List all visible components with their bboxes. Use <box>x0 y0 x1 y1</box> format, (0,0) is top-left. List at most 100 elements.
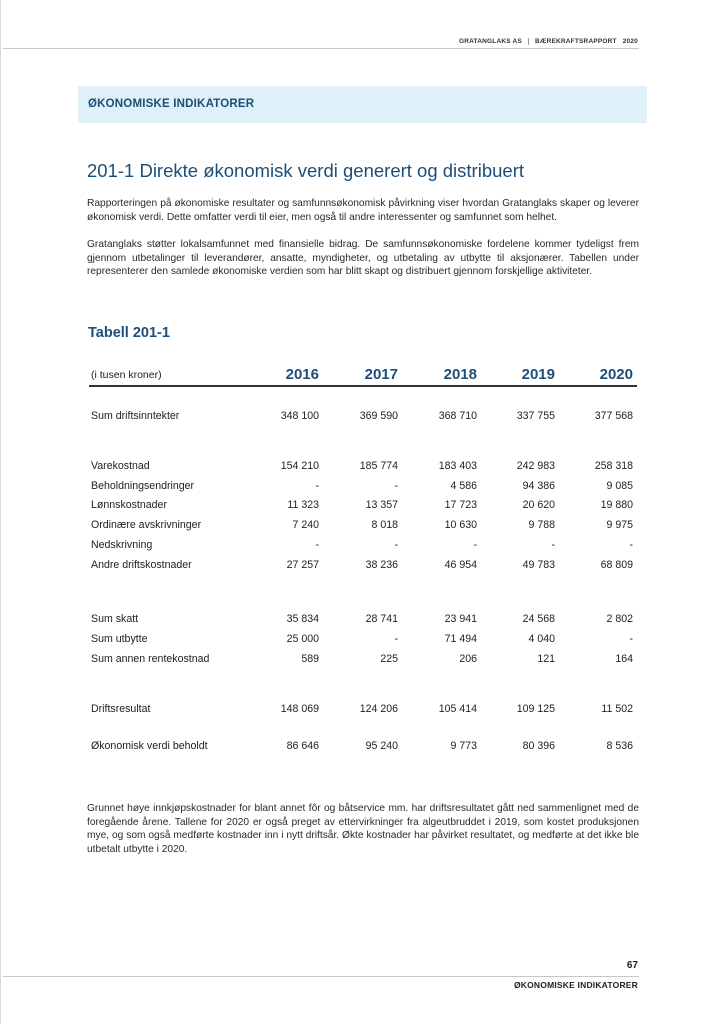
cell-value: 4 040 <box>528 633 555 645</box>
table-row: Sum utbytte 25 000 - 71 494 4 040 - <box>89 633 637 649</box>
year-header-2017: 2017 <box>364 366 398 383</box>
cell-value: 185 774 <box>359 460 398 472</box>
cell-value: 183 403 <box>438 460 477 472</box>
table-title: Tabell 201-1 <box>88 325 170 341</box>
cell-value: - <box>629 539 633 551</box>
cell-value: 369 590 <box>359 410 398 422</box>
table-row: Økonomisk verdi beholdt 86 646 95 240 9 … <box>89 740 637 756</box>
cell-value: 20 620 <box>522 499 555 511</box>
cell-value: - <box>394 480 398 492</box>
cell-value: - <box>315 480 319 492</box>
cell-value: 24 568 <box>522 613 555 625</box>
cell-value: 80 396 <box>522 740 555 752</box>
cell-value: 35 834 <box>286 613 319 625</box>
cell-value: 27 257 <box>286 559 319 571</box>
table-row: Andre driftskostnader 27 257 38 236 46 9… <box>89 559 637 575</box>
footer-section-label: ØKONOMISKE INDIKATORER <box>513 980 638 990</box>
cell-value: 25 000 <box>286 633 319 645</box>
cell-value: 9 773 <box>450 740 477 752</box>
row-label: Sum annen rentekostnad <box>91 653 210 665</box>
row-label: Ordinære avskrivninger <box>91 519 202 531</box>
table-row: Driftsresultat 148 069 124 206 105 414 1… <box>89 703 637 719</box>
cell-value: 68 809 <box>600 559 633 571</box>
running-header: GRATANGLAKS AS BÆREKRAFTSRAPPORT 2020 <box>453 38 638 45</box>
table-row: Lønnskostnader 11 323 13 357 17 723 20 6… <box>89 499 637 515</box>
cell-value: 9 085 <box>606 480 633 492</box>
cell-value: 46 954 <box>444 559 477 571</box>
cell-value: 71 494 <box>444 633 477 645</box>
year-header-2020: 2020 <box>599 366 633 383</box>
cell-value: 8 536 <box>606 740 633 752</box>
cell-value: 8 018 <box>371 519 398 531</box>
cell-value: 10 630 <box>444 519 477 531</box>
table-row: Beholdningsendringer - - 4 586 94 386 9 … <box>89 480 637 496</box>
cell-value: 348 100 <box>280 410 319 422</box>
row-label: Sum skatt <box>91 613 139 625</box>
cell-value: - <box>394 539 398 551</box>
row-label: Varekostnad <box>91 460 150 472</box>
cell-value: 164 <box>615 653 633 665</box>
footer-rule <box>3 976 639 977</box>
cell-value: 154 210 <box>280 460 319 472</box>
table-row: Sum skatt 35 834 28 741 23 941 24 568 2 … <box>89 613 637 629</box>
row-label: Sum utbytte <box>91 633 148 645</box>
row-label: Nedskrivning <box>91 539 153 551</box>
cell-value: 148 069 <box>280 703 319 715</box>
page-left-border <box>0 0 1 1024</box>
page-title: 201-1 Direkte økonomisk verdi generert o… <box>87 160 524 181</box>
intro-paragraph-2: Gratanglaks støtter lokalsamfunnet med f… <box>87 239 639 278</box>
header-report: BÆREKRAFTSRAPPORT <box>534 38 617 46</box>
cell-value: - <box>315 539 319 551</box>
cell-value: 28 741 <box>365 613 398 625</box>
cell-value: - <box>473 539 477 551</box>
row-label: Beholdningsendringer <box>91 480 195 492</box>
year-header-2018: 2018 <box>443 366 477 383</box>
cell-value: 589 <box>301 653 319 665</box>
row-label: Driftsresultat <box>91 703 151 715</box>
cell-value: 258 318 <box>594 460 633 472</box>
cell-value: 124 206 <box>359 703 398 715</box>
cell-value: 38 236 <box>365 559 398 571</box>
row-label: Økonomisk verdi beholdt <box>91 740 208 752</box>
header-separator <box>527 38 529 45</box>
cell-value: 368 710 <box>438 410 477 422</box>
section-band-label: ØKONOMISKE INDIKATORER <box>88 98 255 110</box>
header-rule <box>3 48 639 49</box>
cell-value: 377 568 <box>594 410 633 422</box>
cell-value: 206 <box>459 653 477 665</box>
cell-value: 23 941 <box>444 613 477 625</box>
cell-value: 95 240 <box>365 740 398 752</box>
table-unit-label: (i tusen kroner) <box>91 369 162 381</box>
cell-value: 17 723 <box>444 499 477 511</box>
cell-value: 242 983 <box>516 460 555 472</box>
header-year: 2020 <box>622 38 638 46</box>
row-label: Sum driftsinntekter <box>91 410 180 422</box>
intro-paragraph-1: Rapporteringen på økonomiske resultater … <box>87 198 639 223</box>
row-label: Lønnskostnader <box>91 499 167 511</box>
cell-value: 105 414 <box>438 703 477 715</box>
table-row: Ordinære avskrivninger 7 240 8 018 10 63… <box>89 519 637 535</box>
cell-value: - <box>551 539 555 551</box>
table-row: Sum annen rentekostnad 589 225 206 121 1… <box>89 653 637 669</box>
cell-value: 4 586 <box>450 480 477 492</box>
cell-value: 109 125 <box>516 703 555 715</box>
year-header-2019: 2019 <box>521 366 555 383</box>
cell-value: 11 323 <box>287 499 319 511</box>
cell-value: 337 755 <box>516 410 555 422</box>
cell-value: 49 783 <box>522 559 555 571</box>
cell-value: 9 975 <box>606 519 633 531</box>
section-band: ØKONOMISKE INDIKATORER <box>78 86 647 123</box>
table-header: (i tusen kroner) 2016 2017 2018 2019 202… <box>89 365 637 387</box>
table-row: Sum driftsinntekter 348 100 369 590 368 … <box>89 410 637 426</box>
year-header-2016: 2016 <box>285 366 319 383</box>
cell-value: 225 <box>380 653 398 665</box>
page-number: 67 <box>626 960 638 971</box>
cell-value: 2 802 <box>606 613 633 625</box>
table-header-rule <box>89 385 637 387</box>
table-row: Nedskrivning - - - - - <box>89 539 637 555</box>
closing-paragraph: Grunnet høye innkjøpskostnader for blant… <box>87 803 639 855</box>
cell-value: 19 880 <box>600 499 633 511</box>
cell-value: 7 240 <box>292 519 319 531</box>
table-row: Varekostnad 154 210 185 774 183 403 242 … <box>89 460 637 476</box>
cell-value: 13 357 <box>365 499 398 511</box>
